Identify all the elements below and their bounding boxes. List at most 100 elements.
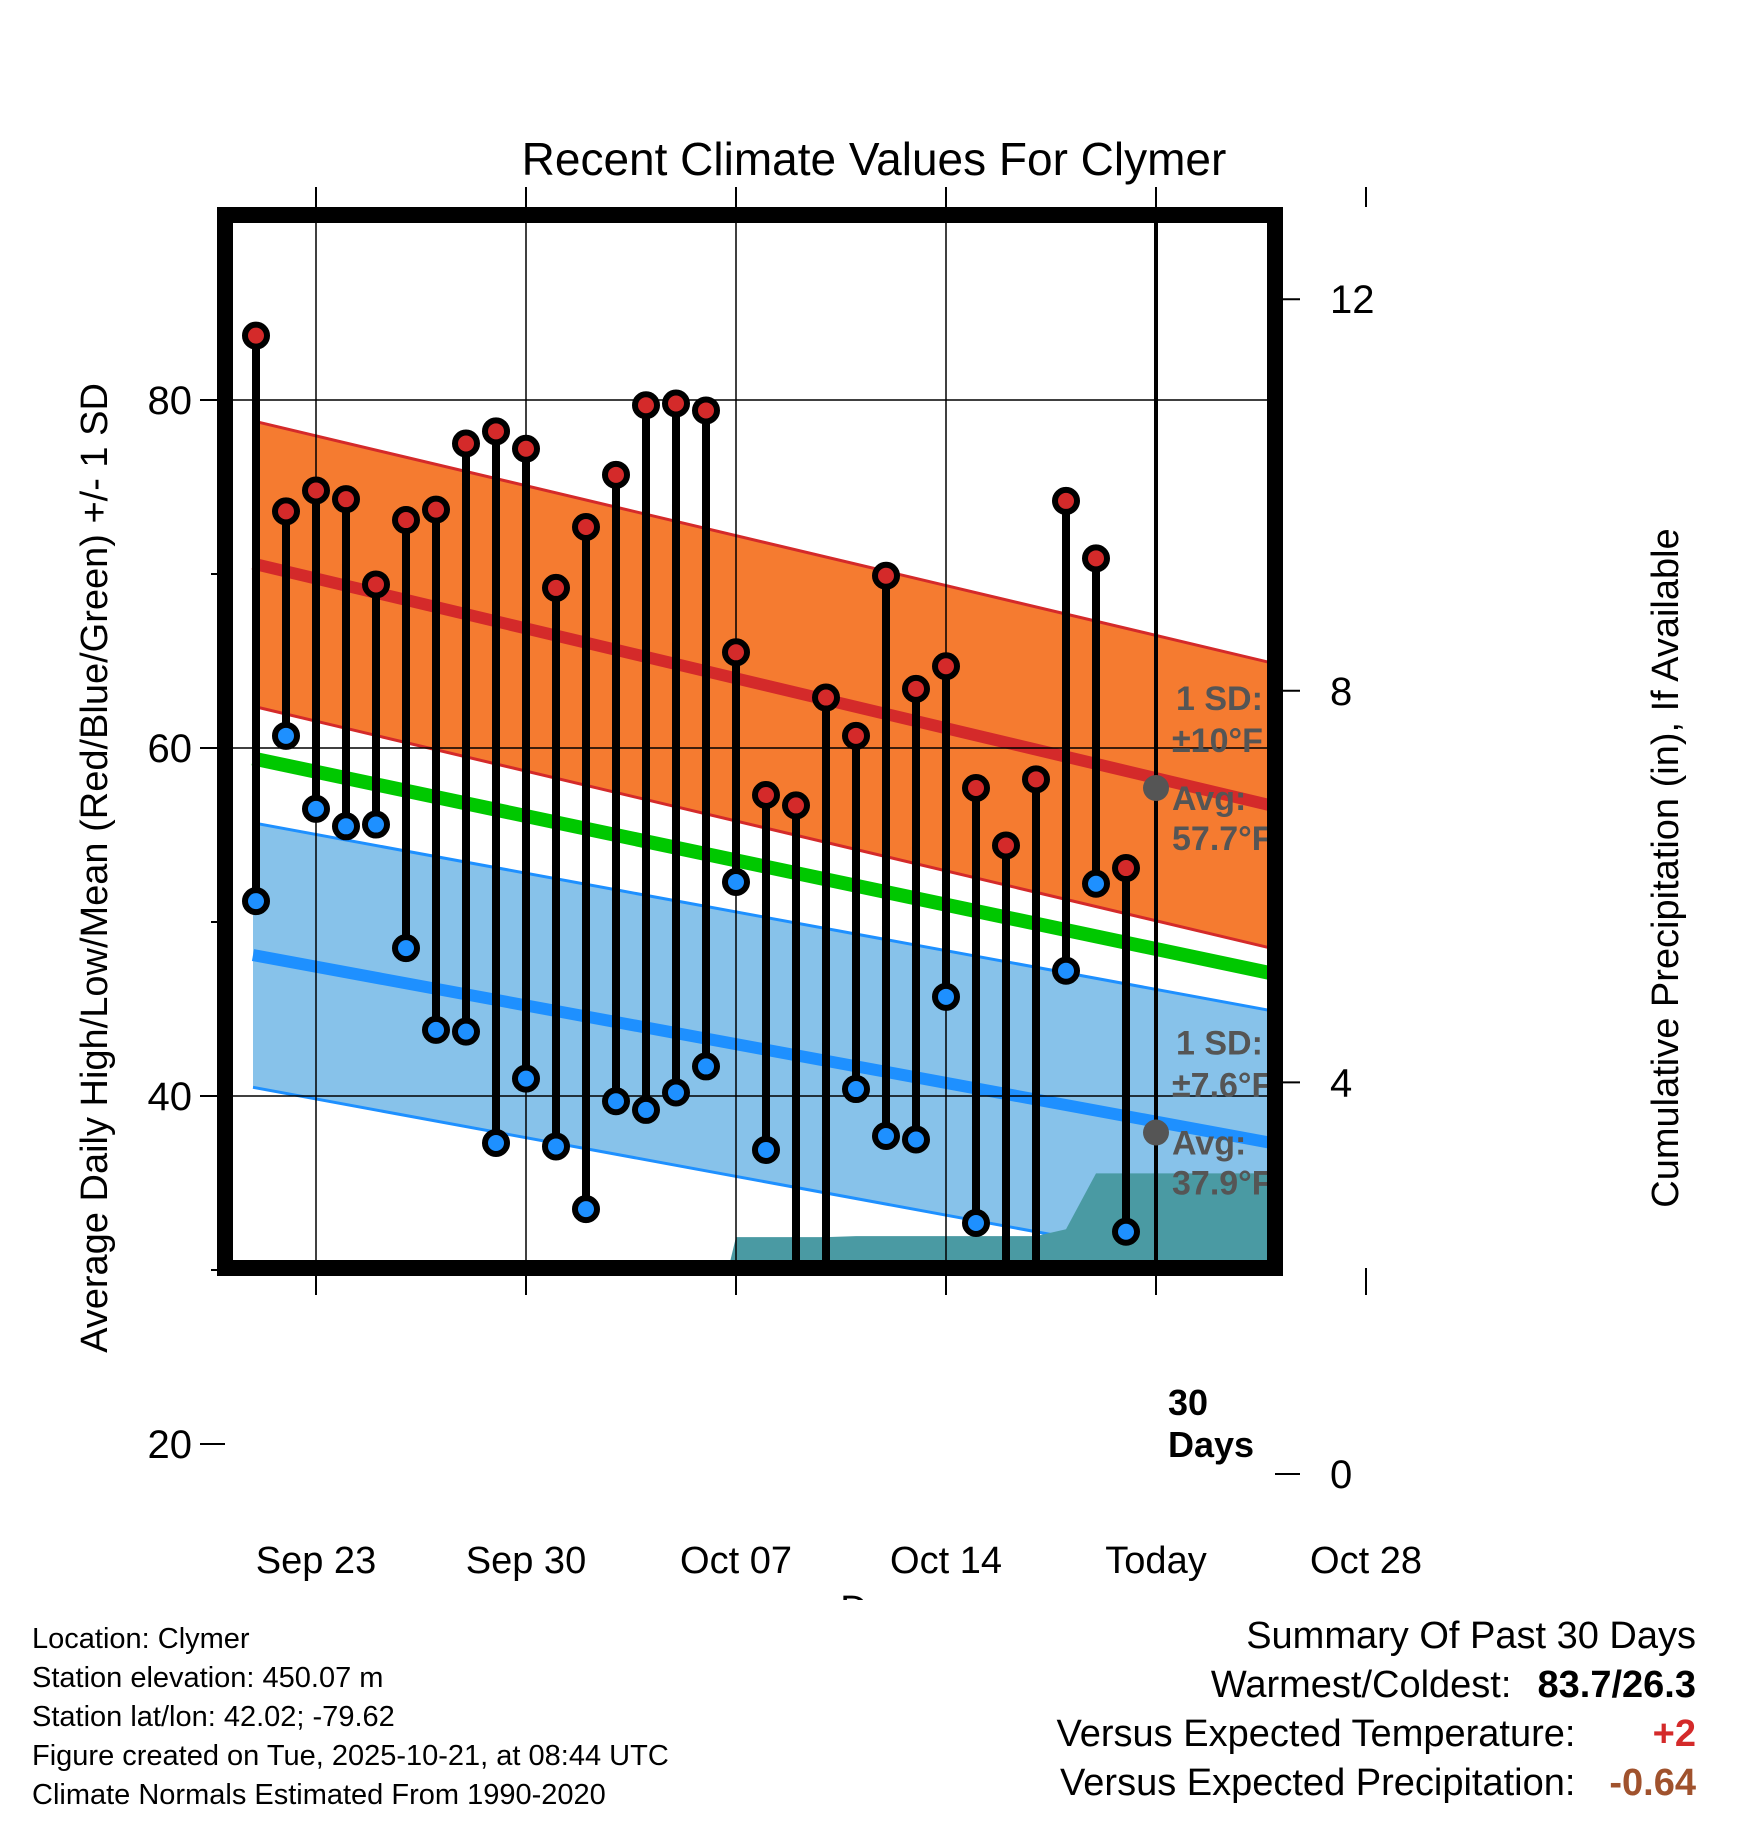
y-left-tick-label: 80 [148,379,193,423]
low-sd-upper-edge [252,821,1275,1013]
x-axis-label: Day [840,1589,908,1600]
high-temp-point [242,321,270,350]
plot-frame [217,207,1283,1276]
y-right-tick-label: 0 [1330,1453,1352,1497]
x-tick-label: Oct 07 [680,1540,792,1582]
low-sd-lower-edge [252,1085,1241,1268]
high-sd-label: 1 SD: [1176,680,1263,718]
created-text: Figure created on Tue, 2025-10-21, at 08… [32,1740,669,1772]
low-temp-point [1052,956,1080,985]
days-count-label: 30 [1168,1382,1208,1423]
low-temp-point [872,1122,900,1151]
low-temp-point [962,1209,990,1238]
low-temp-point [785,1285,807,1307]
high-temp-point [512,434,540,463]
low-temp-point [662,1078,690,1107]
high-temp-point [392,506,420,535]
low-sd-label: 1 SD: [1176,1025,1263,1063]
summary-warm-cold: Warmest/Coldest: 83.7/26.3 [1057,1661,1696,1710]
high-temp-point [452,429,480,458]
high-temp-point [962,774,990,803]
low-temp-point [1025,1323,1047,1345]
mean-normal-line [251,751,1275,982]
low-temp-point [752,1135,780,1164]
plot-content [225,215,1275,1345]
high-temp-point [572,513,600,542]
low-avg-label: Avg: [1172,1125,1246,1163]
high-temp-point [332,485,360,514]
low-temp-point [542,1132,570,1161]
x-tick-label: Sep 30 [466,1540,586,1582]
high-average-line [251,557,1275,813]
high-temp-point [272,497,300,526]
low-sd-value: ±7.6°F [1172,1067,1272,1105]
chart-title: Recent Climate Values For Clymer [522,133,1227,185]
y-axis-label-left: Average Daily High/Low/Mean (Red/Blue/Gr… [74,383,116,1353]
high-temp-point [542,573,570,602]
summary-panel: Summary Of Past 30 Days Warmest/Coldest:… [1057,1612,1696,1808]
low-temp-point [452,1017,480,1046]
high-temp-point [812,683,840,712]
y-right-tick-label: 4 [1330,1061,1352,1105]
low-avg-value: 37.9°F [1172,1165,1273,1203]
high-temp-point [782,791,810,820]
low-temp-point [842,1075,870,1104]
high-temp-point [302,476,330,505]
low-temp-point [362,810,390,839]
warm-cold-value: 83.7/26.3 [1537,1664,1696,1706]
low-temp-point [242,887,270,916]
y-left-tick-label: 20 [148,1423,193,1467]
high-avg-label: Avg: [1172,780,1246,818]
x-tick-label: Today [1105,1540,1206,1582]
latlon-text: Station lat/lon: 42.02; -79.62 [32,1701,395,1733]
high-temp-point [932,652,960,681]
elevation-text: Station elevation: 450.07 m [32,1662,384,1694]
normals-text: Climate Normals Estimated From 1990-2020 [32,1779,606,1811]
high-avg-value: 57.7°F [1172,820,1273,858]
high-temp-point [362,570,390,599]
low-temp-point [272,721,300,750]
climate-chart: Recent Climate Values For Clymer 1 SD: ±1… [74,133,1687,1600]
low-temp-point [995,1296,1017,1318]
low-temp-point [392,934,420,963]
today-low-avg-marker [1143,1119,1169,1146]
x-tick-label: Sep 23 [256,1540,376,1582]
low-temp-point [482,1128,510,1157]
high-temp-point [752,780,780,809]
low-average-line [251,949,1275,1150]
days-label: Days [1168,1424,1254,1465]
low-temp-point [602,1087,630,1116]
y-left-tick-label: 60 [148,727,193,771]
high-temp-point [1082,544,1110,573]
precip-value: -0.64 [1609,1762,1696,1804]
location-text: Location: Clymer [32,1623,250,1655]
high-sd-value: ±10°F [1172,722,1263,760]
high-temp-point [842,721,870,750]
low-temp-point [1082,869,1110,898]
high-temp-point [482,417,510,446]
summary-precip: Versus Expected Precipitation: -0.64 [1057,1759,1696,1808]
low-temp-point [572,1195,600,1224]
today-high-avg-marker [1143,775,1169,802]
y-right-tick-label: 12 [1330,278,1375,322]
low-temp-point [1112,1217,1140,1246]
low-temp-point [902,1125,930,1154]
summary-temp: Versus Expected Temperature: +2 [1057,1710,1696,1759]
low-temp-point [512,1064,540,1093]
low-temp-point [722,867,750,896]
high-temp-point [692,396,720,425]
low-temp-point [815,1316,837,1338]
high-sd-lower-edge [252,704,1275,951]
warm-cold-label: Warmest/Coldest: [1210,1664,1512,1706]
temp-label: Versus Expected Temperature: [1056,1713,1576,1755]
high-temp-point [662,389,690,418]
high-temp-point [602,460,630,489]
x-tick-label: Oct 28 [1310,1540,1422,1582]
low-temp-point [422,1015,450,1044]
low-temp-point [332,812,360,841]
summary-title: Summary Of Past 30 Days [1246,1615,1696,1657]
high-temp-point [1052,486,1080,515]
high-temp-point [872,561,900,590]
y-left-tick-label: 40 [148,1075,193,1119]
